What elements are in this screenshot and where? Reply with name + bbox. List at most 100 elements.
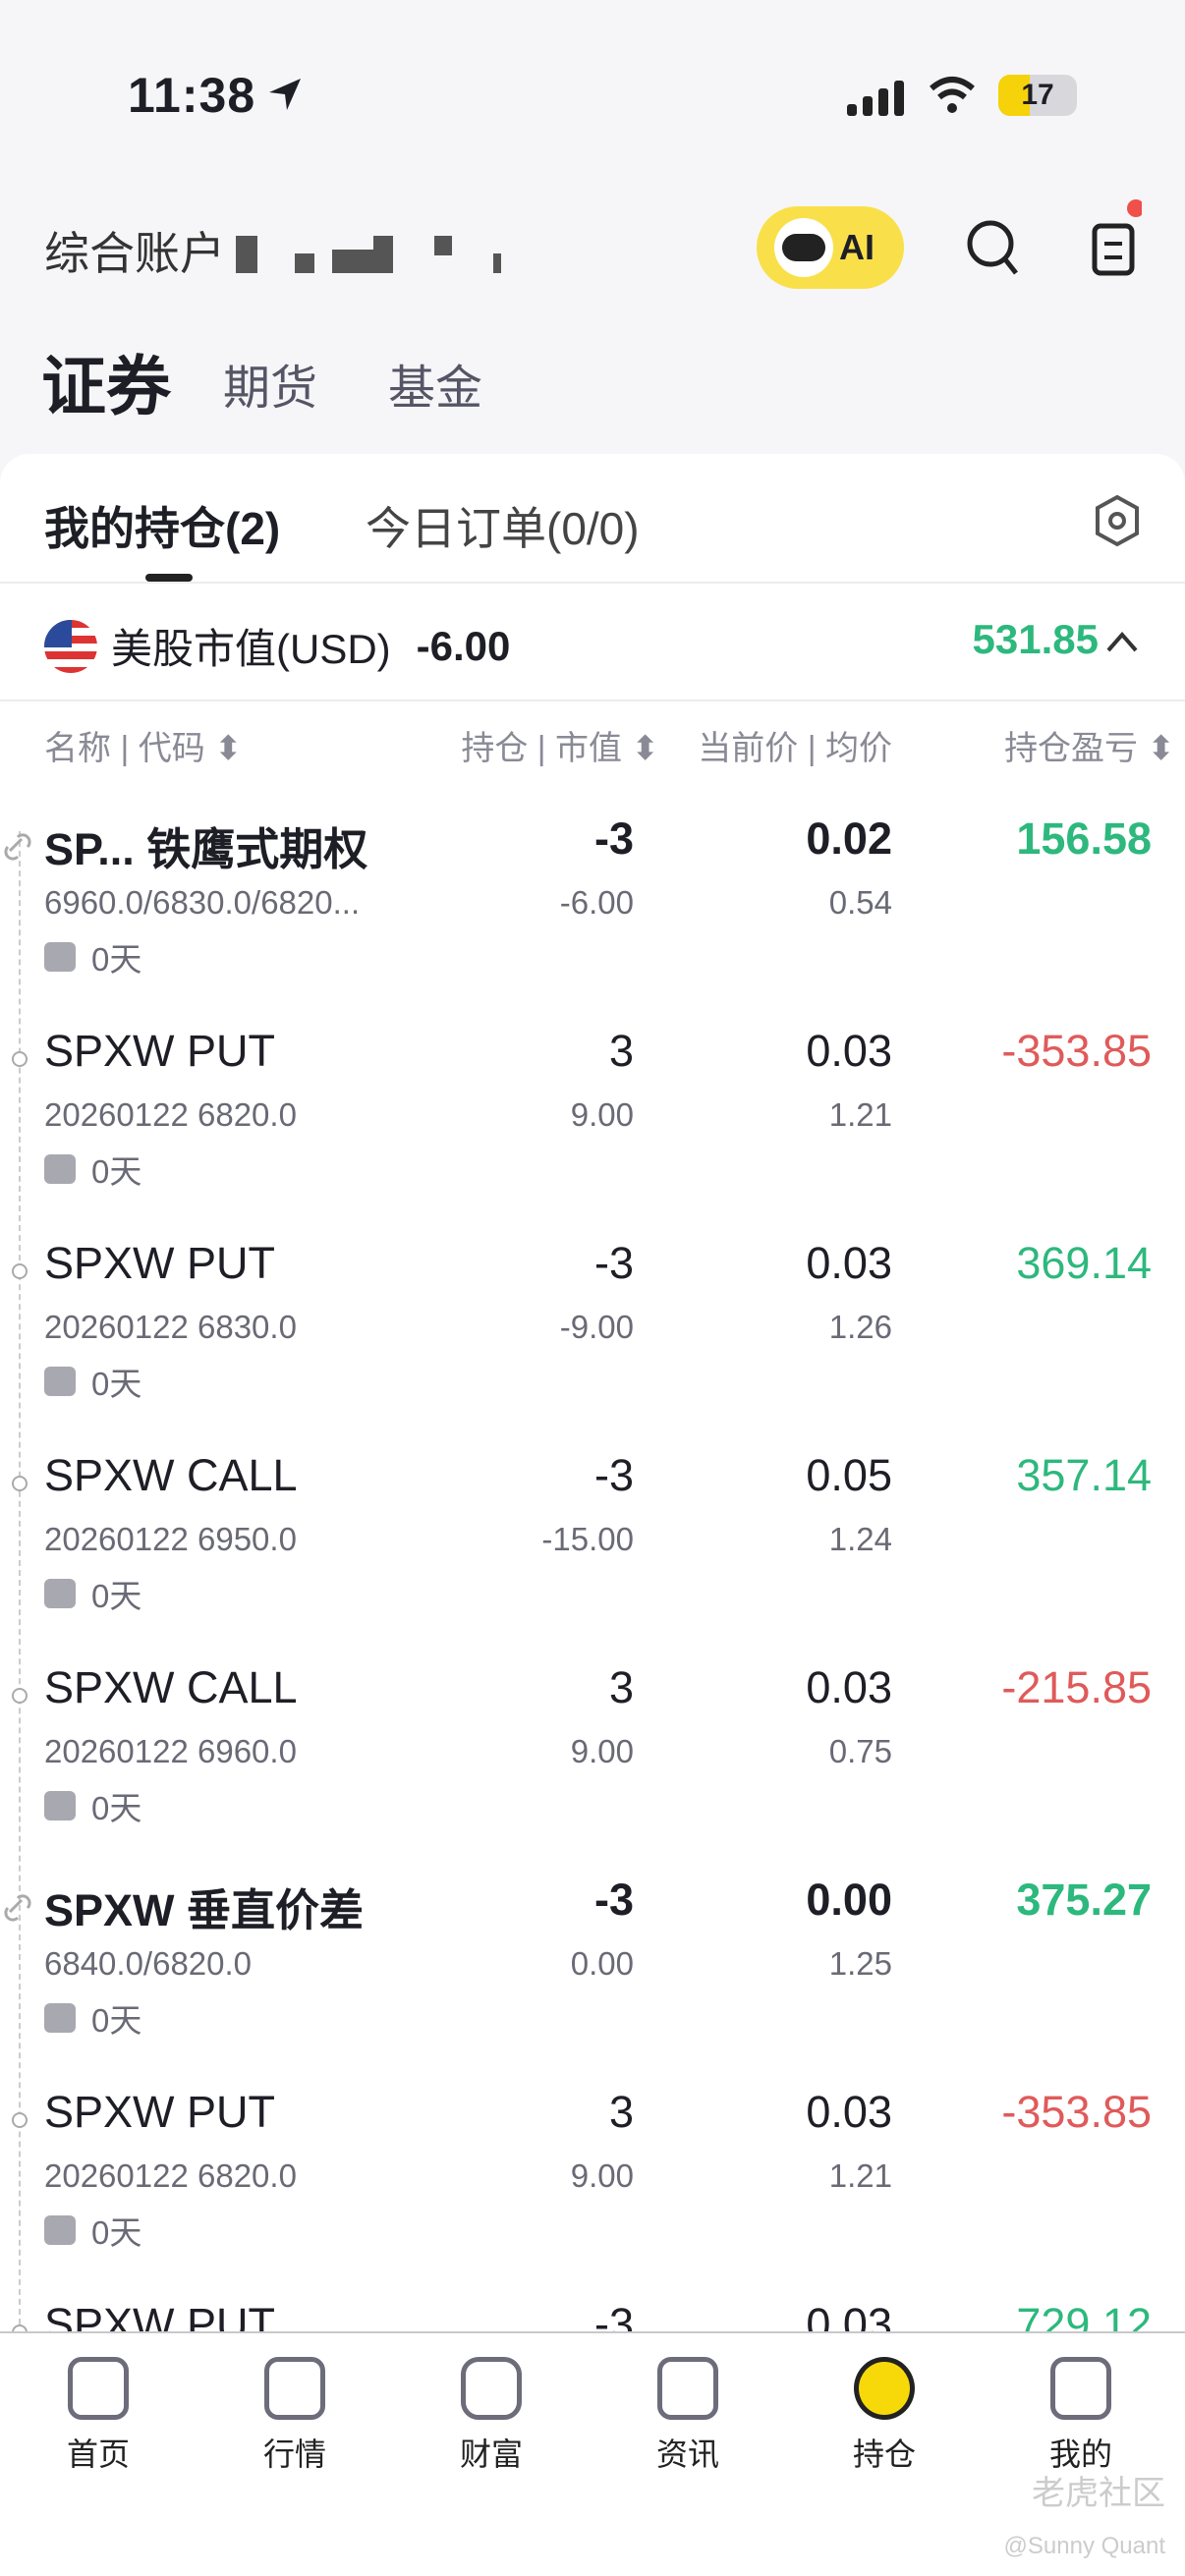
position-market-value: -9.00	[559, 1309, 634, 1345]
position-contract: 6960.0/6830.0/6820...	[44, 884, 361, 921]
tab-user[interactable]: 我的	[983, 2357, 1179, 2475]
wifi-icon	[930, 77, 975, 113]
position-name: SPXW PUT	[44, 2087, 276, 2137]
account-label[interactable]: 综合账户	[44, 228, 225, 279]
chevron-up-icon[interactable]	[1104, 627, 1140, 656]
days-to-expiry: 0天	[44, 2207, 141, 2254]
leg-dot-icon	[12, 1263, 28, 1279]
segment-futures[interactable]: 期货	[223, 363, 318, 415]
market-summary[interactable]: 美股市值(USD) -6.00	[44, 616, 510, 676]
position-avg-cost: 1.25	[828, 1945, 892, 1982]
segment-funds[interactable]: 基金	[388, 363, 483, 415]
position-avg-cost: 0.54	[828, 884, 892, 921]
positions-card: 我的持仓(2) 今日订单(0/0) 美股市值(USD) -6.00 531.85…	[0, 454, 1185, 2331]
position-qty: 3	[608, 1026, 634, 1076]
position-row[interactable]: SPXW CALL 20260122 6950.0 0天 -3 -15.00 0…	[0, 1423, 1185, 1635]
settings-icon[interactable]	[1093, 493, 1142, 548]
tab-pie[interactable]: 持仓	[786, 2357, 983, 2475]
notification-icon[interactable]	[1081, 196, 1142, 281]
position-name: SPXW CALL	[44, 1662, 298, 1712]
position-name: SPXW PUT	[44, 1026, 276, 1076]
link-icon	[4, 833, 31, 861]
leg-dot-icon	[12, 1051, 28, 1067]
position-pnl: -353.85	[1001, 1026, 1152, 1076]
dollar-icon	[461, 2357, 522, 2420]
position-name: SPXW 垂直价差	[44, 1885, 365, 1935]
position-contract: 20260122 6820.0	[44, 2157, 297, 2194]
position-name: SP... 铁鹰式期权	[44, 824, 368, 874]
position-pnl: -353.85	[1001, 2087, 1152, 2137]
location-arrow-icon	[269, 79, 301, 110]
position-row[interactable]: SPXW PUT 20260122 6830.0 0天 -3 -9.00 0.0…	[0, 1210, 1185, 1423]
search-icon[interactable]	[965, 218, 1022, 279]
days-to-expiry: 0天	[44, 933, 141, 980]
tab-chart[interactable]: 行情	[197, 2357, 393, 2475]
clock-icon	[44, 1579, 76, 1608]
us-flag-icon	[44, 619, 97, 673]
bottom-tab-bar: 首页 行情 财富 资讯 持仓 我的	[0, 2331, 1185, 2576]
col-pnl[interactable]: 持仓盈亏 ⬍	[1004, 730, 1175, 767]
position-row[interactable]: SPXW 垂直价差 6840.0/6820.0 0天 -3 0.00 0.00 …	[0, 1847, 1185, 2059]
position-row[interactable]: SPXW PUT 20260122 6820.0 0天 3 9.00 0.03 …	[0, 998, 1185, 1210]
position-row[interactable]: SPXW PUT 20260122 6820.0 0天 3 9.00 0.03 …	[0, 2059, 1185, 2271]
tab-news[interactable]: 资讯	[590, 2357, 786, 2475]
days-to-expiry: 0天	[44, 1146, 141, 1193]
ai-assistant-button[interactable]: AI	[757, 206, 904, 289]
position-market-value: 9.00	[570, 2157, 634, 2194]
days-to-expiry: 0天	[44, 1570, 141, 1617]
days-to-expiry: 0天	[44, 1994, 141, 2042]
user-icon	[1050, 2357, 1111, 2420]
position-qty: 3	[608, 1662, 634, 1712]
col-name-code[interactable]: 名称 | 代码 ⬍	[44, 730, 243, 767]
position-avg-cost: 1.21	[828, 1096, 892, 1133]
position-qty: -3	[593, 2299, 634, 2331]
position-row[interactable]: SP... 铁鹰式期权 6960.0/6830.0/6820... 0天 -3 …	[0, 786, 1185, 998]
clock-icon	[44, 1367, 76, 1396]
position-pnl: 375.27	[1016, 1875, 1152, 1925]
leg-dot-icon	[12, 1476, 28, 1491]
position-contract: 20260122 6950.0	[44, 1521, 297, 1557]
position-price: 0.02	[806, 813, 892, 864]
position-contract: 20260122 6830.0	[44, 1309, 297, 1345]
position-pnl: 729.12	[1016, 2299, 1152, 2331]
tab-home[interactable]: 首页	[0, 2357, 197, 2475]
position-qty: -3	[593, 1450, 634, 1500]
home-icon	[68, 2357, 129, 2420]
position-qty: -3	[593, 1875, 634, 1925]
tab-dollar[interactable]: 财富	[393, 2357, 590, 2475]
position-row[interactable]: SPXW PUT -3 0.03 729.12	[0, 2271, 1185, 2331]
market-label: 美股市值(USD)	[111, 626, 391, 672]
position-pnl: 156.58	[1016, 813, 1152, 864]
position-pnl: 369.14	[1016, 1238, 1152, 1288]
position-price: 0.05	[806, 1450, 892, 1500]
signal-icon	[847, 81, 904, 116]
tab-my-positions[interactable]: 我的持仓(2)	[44, 503, 281, 554]
position-market-value: -15.00	[541, 1521, 634, 1557]
clock-icon	[44, 1791, 76, 1820]
clock-icon	[44, 2215, 76, 2245]
group-connector-line	[19, 831, 21, 2334]
tab-today-orders[interactable]: 今日订单(0/0)	[366, 503, 640, 554]
position-market-value: 0.00	[570, 1945, 634, 1982]
position-price: 0.03	[806, 1238, 892, 1288]
masked-account-number	[236, 236, 257, 273]
watermark-brand: 老虎社区	[1032, 2475, 1165, 2512]
position-name: SPXW PUT	[44, 1238, 276, 1288]
position-qty: -3	[593, 813, 634, 864]
position-market-value: -6.00	[559, 884, 634, 921]
clock-icon	[44, 2003, 76, 2033]
position-row[interactable]: SPXW CALL 20260122 6960.0 0天 3 9.00 0.03…	[0, 1635, 1185, 1847]
position-qty: -3	[593, 1238, 634, 1288]
status-time: 11:38	[128, 68, 256, 123]
leg-dot-icon	[12, 1688, 28, 1704]
segment-securities[interactable]: 证券	[41, 350, 171, 422]
col-qty-mv[interactable]: 持仓 | 市值 ⬍	[461, 730, 659, 767]
news-icon	[657, 2357, 718, 2420]
position-pnl: 357.14	[1016, 1450, 1152, 1500]
clock-icon	[44, 942, 76, 972]
market-pnl: 531.85	[972, 616, 1099, 662]
position-market-value: 9.00	[570, 1096, 634, 1133]
position-price: 0.03	[806, 1662, 892, 1712]
position-qty: 3	[608, 2087, 634, 2137]
position-avg-cost: 1.26	[828, 1309, 892, 1345]
